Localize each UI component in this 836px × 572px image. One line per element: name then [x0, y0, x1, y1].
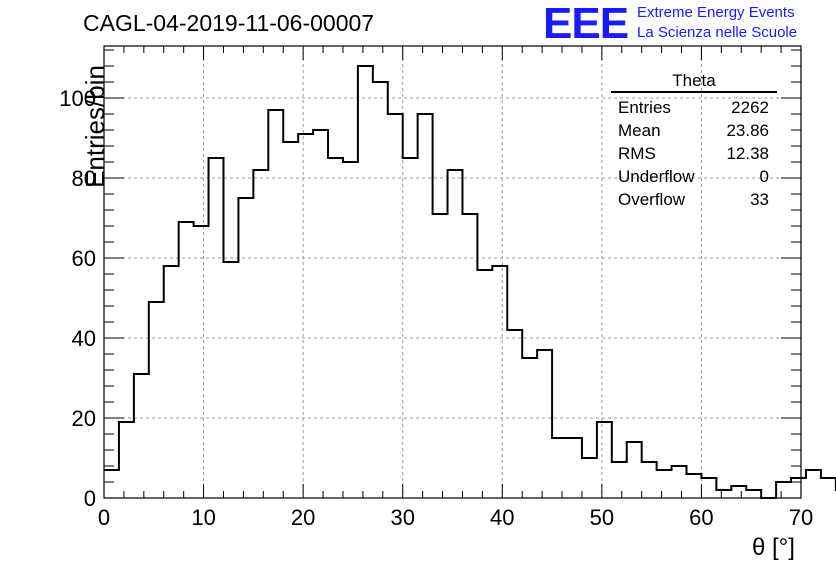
logo-line-2: La Scienza nelle Scuole [637, 24, 798, 41]
stat-row-underflow: Underflow 0 [611, 165, 777, 188]
y-tick-label: 0 [84, 486, 96, 511]
axis-ticks [103, 46, 802, 499]
x-tick-label: 60 [689, 505, 713, 530]
plot-frame [103, 45, 802, 499]
stat-value: 12.38 [726, 144, 769, 163]
grid-lines [104, 46, 801, 498]
stat-row-mean: Mean 23.86 [611, 119, 777, 142]
chart-title: CAGL-04-2019-11-06-00007 [83, 10, 375, 36]
y-axis-label: Entries/bin [79, 65, 110, 188]
stat-value: 23.86 [726, 121, 769, 140]
x-axis-label: θ [°] [752, 534, 795, 561]
axis-tick-labels: 0 10 20 30 40 50 60 70 0 20 40 60 80 100 [59, 86, 813, 530]
x-tick-label: 0 [98, 505, 110, 530]
histogram-line [104, 65, 836, 499]
y-tick-label: 20 [72, 406, 96, 431]
stat-value: 2262 [731, 98, 769, 117]
y-tick-label: 40 [72, 326, 96, 351]
logo-line-1: Extreme Energy Events [637, 4, 795, 21]
stat-label: Underflow [618, 167, 695, 186]
stat-row-overflow: Overflow 33 [611, 188, 777, 211]
x-tick-label: 70 [789, 505, 813, 530]
stats-box: Theta Entries 2262 Mean 23.86 RMS 12.38 … [611, 72, 777, 211]
x-tick-label: 40 [490, 505, 514, 530]
stat-label: Mean [618, 121, 661, 140]
y-tick-label: 60 [72, 246, 96, 271]
x-tick-label: 50 [590, 505, 614, 530]
stat-label: RMS [618, 144, 656, 163]
stats-title: Theta [611, 72, 777, 93]
y-tick-label: 100 [59, 86, 96, 111]
stat-value: 33 [750, 190, 769, 209]
stat-label: Overflow [618, 190, 686, 209]
x-tick-label: 10 [191, 505, 215, 530]
stat-value: 0 [759, 167, 769, 186]
stat-row-entries: Entries 2262 [611, 96, 777, 119]
stat-row-rms: RMS 12.38 [611, 142, 777, 165]
stat-label: Entries [618, 98, 671, 117]
x-tick-label: 30 [390, 505, 414, 530]
x-tick-label: 20 [291, 505, 315, 530]
y-tick-label: 80 [72, 166, 96, 191]
logo-caption: Extreme Energy Events La Scienza nelle S… [637, 3, 797, 43]
eee-logo: EEE [543, 0, 629, 48]
